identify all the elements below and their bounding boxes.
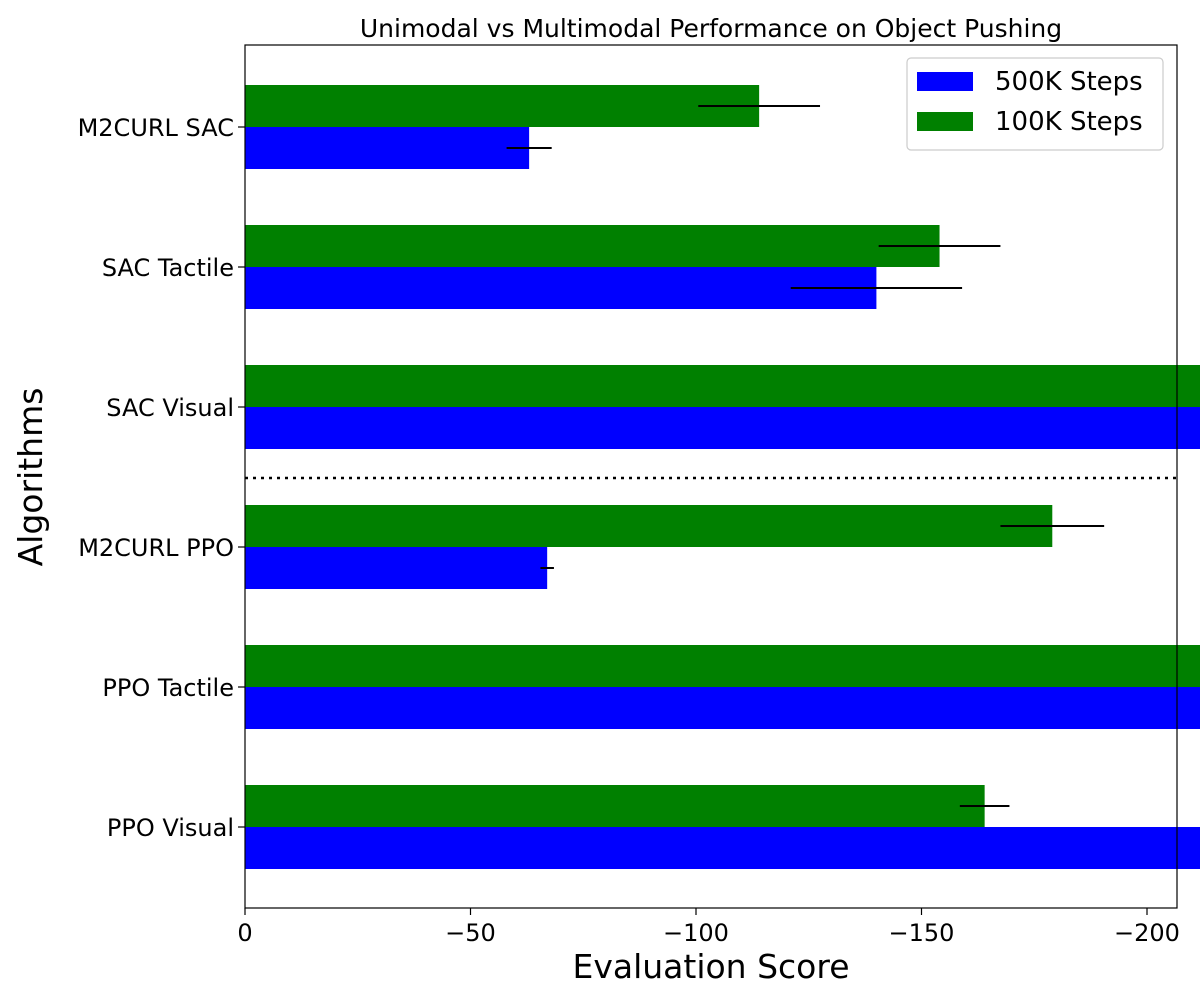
y-tick-label: SAC Visual	[106, 394, 234, 422]
x-tick-label: −100	[663, 919, 729, 947]
x-axis-label: Evaluation Score	[572, 947, 849, 986]
bar-100k	[245, 85, 760, 127]
y-tick-label: M2CURL PPO	[78, 534, 234, 562]
y-tick-label: PPO Tactile	[102, 674, 234, 702]
legend-label: 500K Steps	[995, 67, 1143, 97]
legend-swatch	[917, 72, 973, 91]
y-axis-label: Algorithms	[11, 388, 50, 567]
x-tick-label: −200	[1114, 919, 1180, 947]
bar-100k	[245, 785, 985, 827]
bar-500k	[245, 407, 1200, 449]
bar-500k	[245, 687, 1200, 729]
plot-area	[245, 85, 1200, 869]
chart-title: Unimodal vs Multimodal Performance on Ob…	[360, 14, 1062, 43]
bar-500k	[245, 267, 877, 309]
y-tick-label: SAC Tactile	[102, 254, 234, 282]
bar-500k	[245, 547, 548, 589]
bar-100k	[245, 225, 940, 267]
bar-500k	[245, 827, 1200, 869]
bar-100k	[245, 365, 1200, 407]
y-tick-label: M2CURL SAC	[78, 114, 234, 142]
plot-frame	[244, 44, 1178, 909]
legend-label: 100K Steps	[995, 107, 1143, 137]
axes: M2CURL SAC SAC Tactile SAC Visual M2CURL PP…	[78, 44, 1180, 947]
x-tick-label: −50	[445, 919, 496, 947]
y-tick-label: PPO Visual	[107, 814, 234, 842]
bar-500k	[245, 127, 530, 169]
x-tick-label: 0	[237, 919, 252, 947]
bar-100k	[245, 645, 1200, 687]
x-tick-label: −150	[889, 919, 955, 947]
legend-swatch	[917, 112, 973, 131]
bar-100k	[245, 505, 1053, 547]
legend: 500K Steps 100K Steps	[906, 57, 1164, 151]
